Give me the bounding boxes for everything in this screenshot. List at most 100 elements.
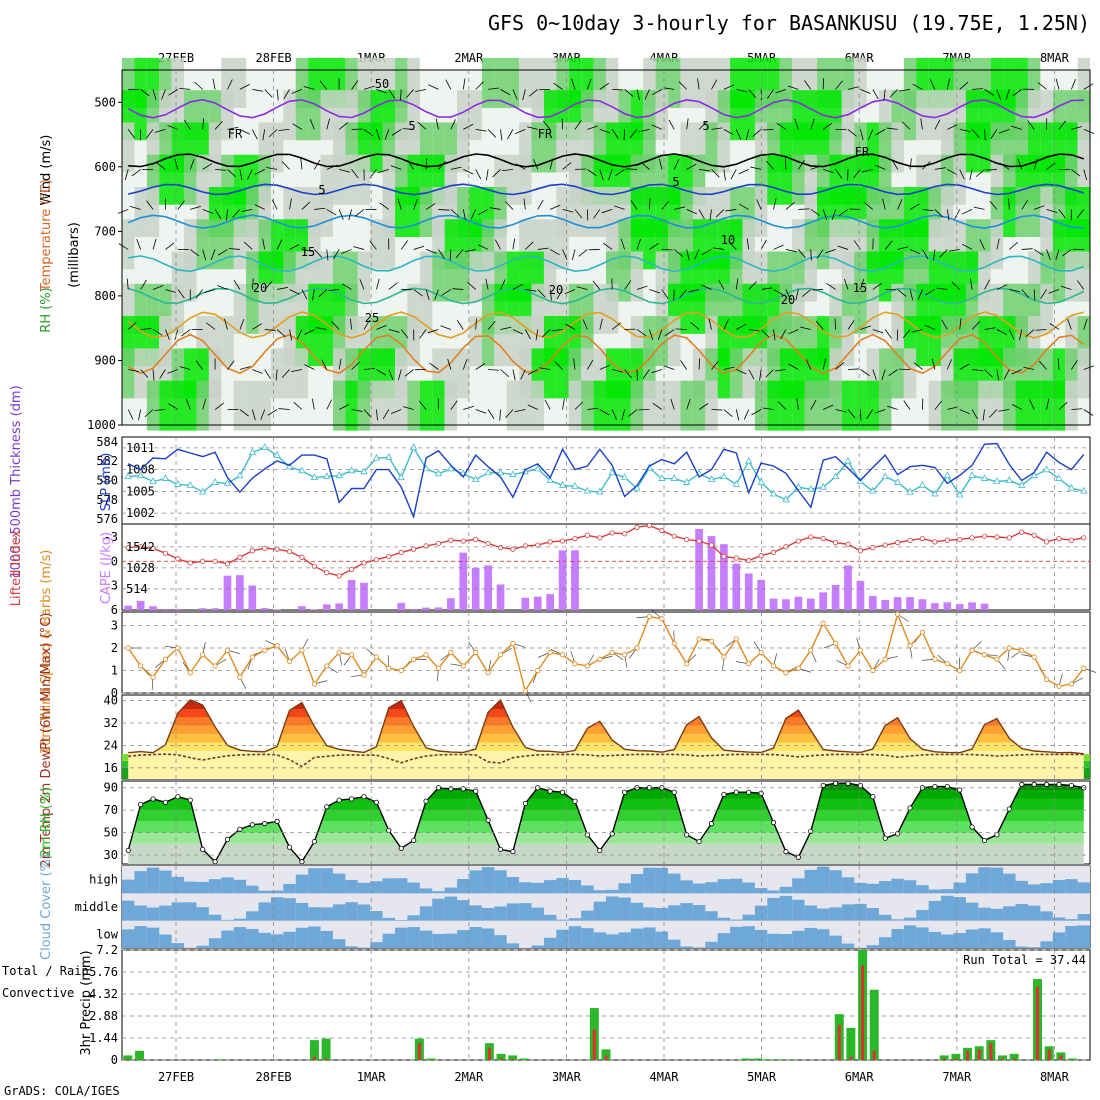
cloud-bar [779, 934, 793, 948]
wind-barb [214, 402, 225, 410]
cape-bar [769, 598, 778, 610]
cloud-bar [916, 885, 929, 894]
wind-barb [874, 164, 886, 170]
wind-barb [810, 249, 812, 261]
wind-barb [708, 318, 712, 330]
wind-barb [289, 329, 293, 341]
wind10m-point [944, 661, 950, 667]
wind-barb [860, 278, 865, 290]
wind-barb [1071, 79, 1076, 90]
wind10m-point [324, 663, 330, 669]
precip-total-bar [764, 1059, 774, 1060]
contour-label: FR [538, 127, 553, 141]
cloud-bar [742, 926, 755, 948]
wind-barb [574, 120, 582, 130]
wind-barb [776, 122, 787, 130]
cloud-bar [916, 927, 929, 948]
cloud-bar [692, 905, 706, 921]
temp2m-axis-label: 2m Temp 2m DewPt (6hr Min/Max) (°C) [39, 613, 54, 868]
wind-barb [612, 88, 624, 91]
wind-barb [413, 289, 423, 297]
rh-cell [283, 90, 296, 141]
rh-cell [618, 251, 631, 302]
cape-axis-label: CAPE (J/kg) [99, 532, 114, 604]
wind-barb [527, 404, 538, 410]
cloud-bar [891, 929, 904, 948]
wind-barb [512, 369, 516, 381]
thickness-point [918, 480, 927, 488]
li-axis-label: Lifted Index [9, 529, 24, 606]
temperature-contour [128, 255, 1085, 273]
precip-convective-bar [1012, 1058, 1016, 1060]
wind-barb [397, 198, 402, 210]
wind-barb [668, 119, 675, 130]
wind10m-point [200, 652, 206, 658]
cloud-bar [655, 908, 669, 921]
wind10m-point [919, 629, 926, 635]
rh2m-point [932, 784, 938, 790]
wind-barb [152, 238, 157, 250]
temp-band [128, 700, 1084, 709]
wind-barb [969, 278, 973, 290]
cape-bar [943, 602, 952, 610]
wind-barb [711, 79, 718, 90]
wind-barb [264, 369, 271, 380]
wind-barb [146, 200, 154, 210]
wind-barb [400, 89, 402, 101]
rh-cell [903, 90, 917, 141]
wind-barb [243, 241, 253, 250]
wind10m-point [187, 670, 193, 676]
cloud-bar [1015, 880, 1028, 894]
lifted-index-point [1006, 535, 1012, 541]
rh-cell [246, 283, 259, 334]
cape-bar [161, 608, 170, 610]
wind10m-point [634, 645, 640, 651]
contour-label: 20 [781, 293, 795, 307]
thickness-point [1055, 474, 1063, 481]
rh-cell [829, 219, 842, 270]
wind-barb [152, 329, 163, 336]
cloud-bar [134, 926, 147, 948]
cloud-bar [655, 931, 669, 948]
cloud-bar [382, 878, 396, 894]
contour-label: 15 [853, 281, 867, 295]
wind-barb [638, 128, 650, 133]
wind-barb [883, 89, 886, 101]
wind-barb [941, 319, 948, 330]
rh2m-point [249, 822, 255, 828]
wind-barb [946, 78, 950, 90]
rh2m-point [808, 828, 814, 835]
temperature-contour [127, 214, 1084, 229]
contour-label: 20 [253, 281, 267, 295]
wind-barb [756, 199, 762, 210]
wind-barb [239, 319, 245, 330]
wind-barb [228, 248, 240, 250]
cloud-bar [531, 907, 544, 921]
wind-barb [315, 327, 327, 330]
wind-barb [718, 279, 725, 290]
lifted-index-point [311, 563, 317, 569]
wind-barb [264, 89, 273, 98]
thickness-point [124, 472, 132, 480]
wind10m-axis-label: 10m Wind Speed & Barbs (m/s) [39, 550, 54, 755]
lifted-index-point [423, 543, 429, 549]
rh-cell [506, 154, 520, 205]
wind-barb [487, 129, 497, 138]
wind-barb [587, 407, 599, 410]
cloud-level-label: middle [75, 900, 118, 914]
wind-barb [152, 89, 157, 101]
wind-barb [1060, 285, 1072, 290]
cloud-bar [891, 878, 904, 894]
cloud-bar [1052, 917, 1066, 921]
temperature-contour [127, 333, 1085, 375]
rh-cell [519, 380, 532, 431]
wind-barb [241, 209, 253, 212]
wind-barb [860, 129, 864, 141]
wind-barb [515, 129, 526, 135]
thickness-point [608, 468, 616, 476]
wind-barb [624, 280, 632, 290]
wind-barb [810, 209, 821, 216]
wind-barb [996, 284, 1008, 290]
contour-label: FR [228, 127, 243, 141]
wind-barb [376, 324, 387, 330]
